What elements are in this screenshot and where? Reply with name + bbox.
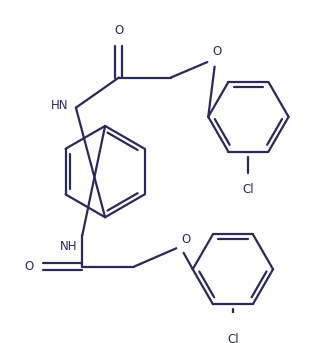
Text: NH: NH <box>60 240 78 253</box>
Text: Cl: Cl <box>243 182 254 196</box>
Text: HN: HN <box>51 99 68 113</box>
Text: Cl: Cl <box>227 333 239 343</box>
Text: O: O <box>25 260 34 273</box>
Text: O: O <box>114 24 123 36</box>
Text: O: O <box>212 45 221 58</box>
Text: O: O <box>182 233 191 246</box>
